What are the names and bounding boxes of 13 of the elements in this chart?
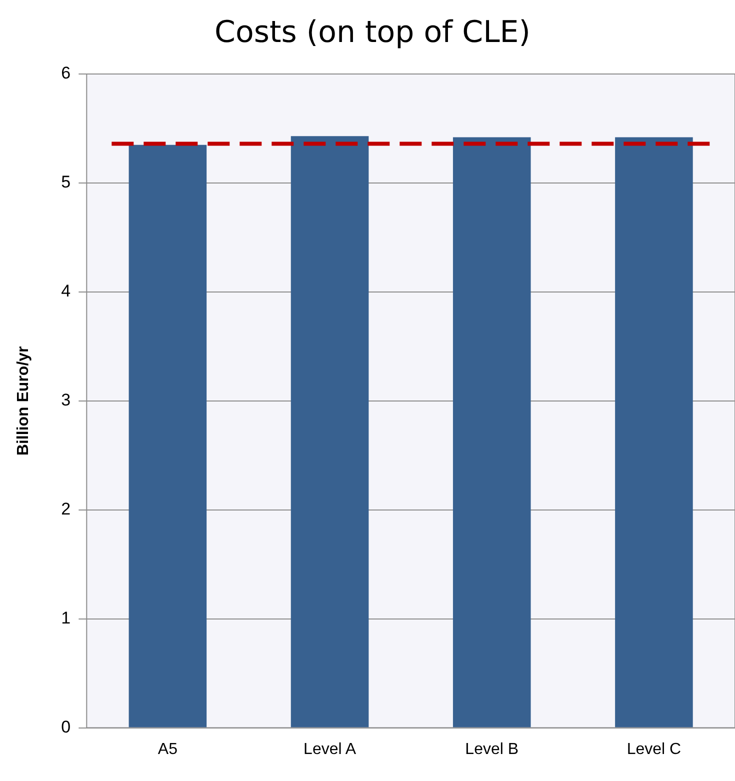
x-tick-label: Level C <box>626 740 682 758</box>
x-tick-label: A5 <box>158 740 178 758</box>
y-tick-label: 1 <box>61 608 71 628</box>
chart-title: Costs (on top of CLE) <box>214 14 530 50</box>
x-tick-label: Level A <box>304 740 356 758</box>
y-axis-title: Billion Euro/yr <box>15 346 32 456</box>
x-tick-label: Level B <box>465 740 519 758</box>
y-tick-label: 4 <box>61 282 71 301</box>
y-tick-label: 3 <box>61 390 71 410</box>
y-tick-label: 2 <box>61 500 71 519</box>
y-tick-label: 6 <box>61 64 71 83</box>
y-tick-label: 5 <box>61 172 71 192</box>
y-tick-label: 0 <box>61 717 71 736</box>
